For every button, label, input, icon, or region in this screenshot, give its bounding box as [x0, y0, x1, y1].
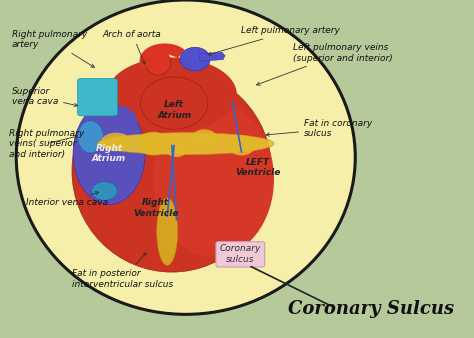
Ellipse shape [101, 132, 131, 151]
FancyBboxPatch shape [216, 242, 264, 267]
Text: Left
Atrium: Left Atrium [157, 100, 191, 120]
Text: Right
Ventricle: Right Ventricle [133, 198, 178, 218]
Text: Right pulmonary
veins( superior
and interior): Right pulmonary veins( superior and inte… [9, 129, 84, 159]
Ellipse shape [92, 182, 117, 200]
Ellipse shape [137, 132, 170, 155]
Text: Right
Atrium: Right Atrium [92, 144, 126, 164]
Text: Right pulmonary
artery: Right pulmonary artery [11, 30, 94, 67]
Text: Arch of aorta: Arch of aorta [103, 30, 162, 64]
Ellipse shape [157, 198, 178, 265]
Text: LEFT
Ventricle: LEFT Ventricle [235, 158, 281, 177]
Text: Fat in posterior
interventricular sulcus: Fat in posterior interventricular sulcus [72, 253, 173, 289]
Text: Interior vena cava: Interior vena cava [26, 192, 108, 207]
Ellipse shape [78, 121, 103, 153]
Ellipse shape [16, 0, 355, 314]
Ellipse shape [191, 129, 218, 151]
Ellipse shape [107, 57, 237, 132]
Text: Left pulmonary artery: Left pulmonary artery [208, 26, 340, 55]
Ellipse shape [165, 137, 188, 157]
Ellipse shape [145, 50, 171, 75]
Ellipse shape [72, 69, 272, 272]
Ellipse shape [98, 132, 274, 155]
Ellipse shape [153, 101, 274, 257]
Ellipse shape [228, 135, 255, 155]
Ellipse shape [140, 77, 208, 129]
Text: Fat in coronary
sulcus: Fat in coronary sulcus [266, 119, 373, 138]
Ellipse shape [73, 103, 145, 204]
Ellipse shape [91, 105, 137, 139]
FancyArrow shape [199, 52, 225, 61]
Text: Left pulmonary veins
(superior and interior): Left pulmonary veins (superior and inter… [256, 43, 392, 85]
Text: Coronary
sulcus: Coronary sulcus [219, 244, 261, 264]
FancyBboxPatch shape [78, 78, 118, 116]
Text: Superior
vena cava: Superior vena cava [11, 87, 78, 106]
Text: Coronary Sulcus: Coronary Sulcus [289, 300, 455, 318]
Ellipse shape [180, 47, 210, 71]
